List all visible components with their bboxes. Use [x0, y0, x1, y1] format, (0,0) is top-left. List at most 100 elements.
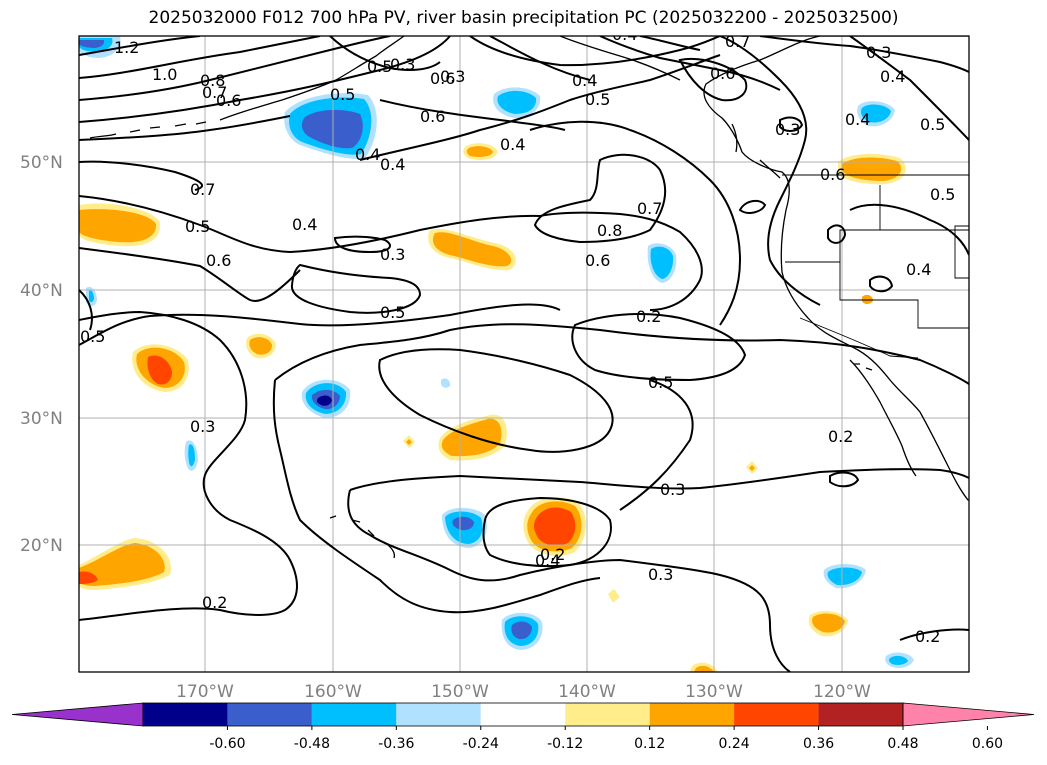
contour-label: 0.4 [906, 260, 931, 279]
contour-line [79, 303, 561, 346]
lon-labels: 170°W 160°W 150°W 140°W 130°W 120°W [176, 682, 871, 702]
contour-label: 0.7 [725, 32, 750, 51]
contour-line [79, 36, 391, 101]
contour-line [79, 36, 451, 123]
contour-line [719, 36, 821, 306]
contour-line [849, 203, 969, 256]
contour-label: 0.5 [367, 57, 392, 76]
colorbar-tick-label: 0.36 [803, 736, 834, 752]
contour-line [829, 471, 860, 488]
contour-label: 0.4 [380, 155, 405, 174]
colorbar-tick-label: -0.60 [209, 736, 245, 752]
colorbar-tick-label: 0.24 [719, 736, 750, 752]
colorbar-tick-label: -0.36 [378, 736, 414, 752]
contour-line [329, 36, 441, 71]
colorbar-segment [311, 703, 397, 726]
lat-label: 40°N [20, 281, 63, 301]
contour-label: 0.3 [440, 67, 465, 86]
contour-line [79, 310, 298, 621]
pos-area [79, 571, 98, 584]
colorbar-extend-low [11, 702, 144, 727]
contour-label: 0.4 [572, 71, 597, 90]
contour-line [869, 275, 894, 293]
neg-area [452, 516, 474, 531]
contour-label: 0.6 [420, 107, 445, 126]
pos-area [812, 613, 845, 633]
colorbar-segment [396, 703, 481, 726]
contour-label: 0.3 [660, 480, 685, 499]
contour-label: 0.4 [535, 551, 560, 570]
state-border [954, 225, 969, 279]
contour-line [469, 36, 721, 67]
contour-line [79, 36, 201, 56]
contour-label: 0.5 [930, 185, 955, 204]
lat-label: 20°N [20, 536, 63, 556]
contour-label: 0.3 [380, 245, 405, 264]
contour-label: 0.7 [202, 83, 227, 102]
contour-line [79, 160, 203, 191]
pos-area [694, 665, 714, 672]
colorbar-segment [649, 703, 735, 726]
contour-line [738, 199, 767, 214]
contour-label: 0.2 [636, 307, 661, 326]
contour-label: 0.5 [920, 115, 945, 134]
colorbar-segment [734, 703, 819, 726]
colorbar: -0.60 -0.48 -0.36 -0.24 -0.12 0.12 0.24 0.36 0.4… [11, 702, 1035, 752]
contour-line [599, 36, 781, 91]
contour-line [779, 116, 804, 132]
contour-label: 0.2 [202, 593, 227, 612]
contour-label: 0.6 [430, 69, 455, 88]
contour-line [79, 247, 301, 302]
contour-line [79, 195, 541, 254]
contour-line [333, 235, 391, 254]
contour-line [79, 289, 93, 331]
state-border [785, 185, 881, 263]
pos-area [432, 232, 512, 267]
contour-label: 1.2 [114, 38, 139, 57]
contour-label: 0.6 [216, 91, 241, 110]
neg-area [441, 378, 451, 388]
contour-line [79, 36, 321, 79]
pos-area [466, 146, 493, 157]
neg-area [317, 395, 332, 406]
contour-label: 0.6 [820, 165, 845, 184]
contour-label: 0.6 [585, 251, 610, 270]
contour-line [482, 496, 612, 568]
pos-area [79, 209, 157, 243]
aleutians [89, 121, 207, 139]
contour-label: 0.3 [648, 565, 673, 584]
state-border [799, 317, 919, 359]
contour-line [272, 379, 601, 614]
colorbar-segment [480, 703, 566, 726]
contour-line [639, 36, 701, 51]
contour-line [290, 263, 422, 314]
colorbar-segment [565, 703, 650, 726]
contour-label: 0.8 [597, 221, 622, 240]
colorbar-tick-label: -0.12 [547, 736, 583, 752]
contour-label: 0.4 [612, 25, 637, 44]
precip-shading [79, 36, 914, 672]
pos-area [249, 337, 272, 355]
contour-label: 0.7 [190, 180, 215, 199]
map-area [79, 36, 969, 672]
lat-label: 50°N [20, 153, 63, 173]
lat-label: 30°N [20, 409, 63, 429]
contour-label: 0.4 [845, 110, 870, 129]
lon-label: 160°W [304, 682, 362, 702]
contour-line [378, 348, 614, 453]
colorbar-tick-label: 0.48 [887, 736, 918, 752]
contour-label: 0.5 [80, 327, 105, 346]
contour-line [274, 323, 969, 385]
alaska-peninsula [219, 36, 405, 121]
colorbar-segment [143, 703, 228, 726]
pos-area [147, 355, 172, 385]
contour-label: 0.2 [915, 627, 940, 646]
colorbar-segment [818, 703, 903, 726]
contour-line [571, 313, 747, 382]
contour-label: 0.6 [206, 251, 231, 270]
lat-labels: 50°N 40°N 30°N 20°N [20, 153, 63, 556]
contour-label: 0.3 [775, 120, 800, 139]
pos-area [749, 465, 755, 471]
neg-area [888, 655, 908, 665]
